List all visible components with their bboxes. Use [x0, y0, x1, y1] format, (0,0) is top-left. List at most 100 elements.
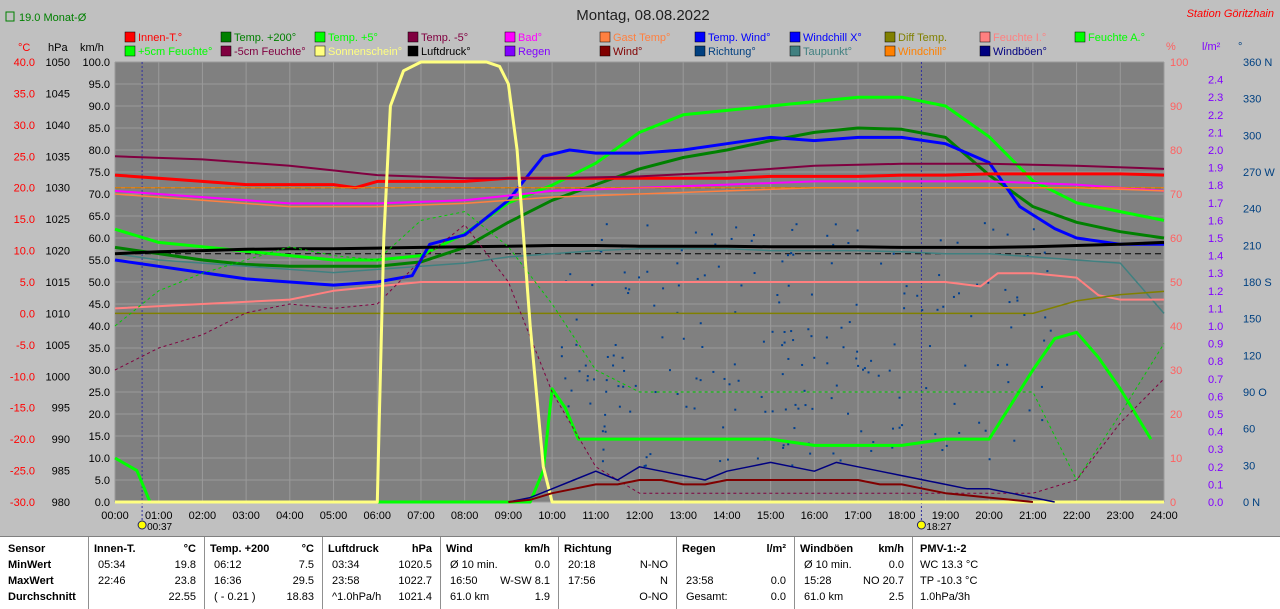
stats-luftdruck-value: 1021.4	[398, 591, 432, 603]
kmh-tick: 55.0	[89, 255, 110, 267]
legend-swatch	[694, 31, 706, 43]
direction-point	[787, 284, 790, 287]
direction-point	[880, 262, 883, 265]
direction-point	[604, 413, 607, 416]
hpa-tick: 995	[52, 403, 70, 415]
direction-point	[628, 288, 631, 291]
kmh-tick: 75.0	[89, 167, 110, 179]
stats-temp200-title: Temp. +200	[210, 543, 270, 555]
direction-point	[842, 346, 845, 349]
stats-richtung-value: N-NO	[639, 559, 668, 571]
stats-temp200: Temp. +200 °C 06:12 7.5 16:36 29.5 ( - 0.21 ) 1…	[204, 537, 323, 609]
direction-point	[734, 408, 737, 411]
stats-temp200-unit: °C	[301, 543, 314, 555]
pct-tick: 60	[1170, 233, 1182, 245]
time-tick: 24:00	[1150, 510, 1178, 522]
direction-point	[737, 379, 740, 382]
legend-label: +5cm Feuchte°	[138, 46, 212, 58]
unit-rain: l/m²	[1202, 41, 1221, 53]
legend: Innen-T.° Temp. +200° Temp. +5° Temp. -5° Ba…	[124, 31, 1145, 58]
stats-richtung: Richtung 20:18 N-NO 17:56 N O-NO	[558, 537, 677, 609]
direction-point	[856, 229, 859, 232]
hpa-tick: 990	[52, 434, 70, 446]
sun-time-label: 18:27	[926, 522, 951, 533]
direction-point	[646, 270, 649, 273]
legend-swatch	[694, 45, 706, 57]
direction-point	[857, 364, 860, 367]
direction-point	[714, 243, 717, 246]
direction-point	[855, 303, 858, 306]
temp-tick: 0.0	[20, 308, 35, 320]
legend-swatch	[1074, 31, 1086, 43]
legend-swatch	[407, 31, 419, 43]
series-taupunkt	[114, 247, 1165, 314]
direction-point	[984, 429, 987, 432]
stats-innen-value: 19.8	[174, 559, 196, 571]
direction-point	[699, 379, 702, 382]
direction-point	[617, 385, 620, 388]
legend-swatch	[979, 45, 991, 57]
stats-richtung-label: 17:56	[568, 575, 596, 587]
time-tick: 17:00	[844, 510, 872, 522]
legend-label: Wind°	[613, 46, 642, 58]
temp-tick: 5.0	[20, 277, 35, 289]
direction-point	[578, 370, 581, 373]
unit-percent: %	[1166, 41, 1176, 53]
stats-luftdruck-label: ^1.0hPa/h	[332, 591, 382, 603]
kmh-tick: 85.0	[89, 123, 110, 135]
direction-point	[921, 309, 924, 312]
direction-point	[903, 307, 906, 310]
direction-point	[750, 239, 753, 242]
direction-point	[813, 356, 816, 359]
series-feuchte-a	[114, 95, 1165, 262]
stats-wind-label: Ø 10 min.	[450, 559, 498, 571]
direction-point	[589, 402, 592, 405]
direction-point	[934, 433, 937, 436]
legend-swatch	[407, 45, 419, 57]
direction-point	[567, 405, 570, 408]
unit-hpa: hPa	[48, 42, 68, 54]
legend-swatch	[124, 31, 136, 43]
direction-point	[867, 371, 870, 374]
direction-point	[810, 293, 813, 296]
direction-point	[840, 326, 843, 329]
direction-point	[668, 369, 671, 372]
direction-point	[719, 460, 722, 463]
dir-tick: 300	[1243, 130, 1261, 142]
series-temp-5	[114, 155, 1165, 180]
direction-point	[784, 408, 787, 411]
stats-row-max: MaxWert	[8, 575, 54, 587]
direction-point	[560, 355, 563, 358]
direction-point	[601, 430, 604, 433]
legend-swatch	[884, 45, 896, 57]
series-diff-temp	[115, 290, 1165, 315]
direction-point	[614, 343, 617, 346]
direction-point	[996, 364, 999, 367]
direction-point	[600, 238, 603, 241]
legend-swatch	[789, 31, 801, 43]
stats-wind: Wind km/h Ø 10 min. 0.0 16:50 W-SW 8.1 61.0 km…	[440, 537, 559, 609]
unit-degree: °	[1238, 41, 1242, 53]
stats-windboen-label: 15:28	[804, 575, 832, 587]
series-sonnenschein	[115, 60, 1164, 504]
legend-label: Windböen°	[993, 46, 1047, 58]
stats-luftdruck-title: Luftdruck	[328, 543, 379, 555]
direction-point	[835, 384, 838, 387]
legend-label: Temp. -5°	[421, 32, 468, 44]
legend-swatch	[220, 31, 232, 43]
kmh-tick: 10.0	[89, 453, 110, 465]
direction-point	[901, 424, 904, 427]
pct-tick: 40	[1170, 321, 1182, 333]
direction-point	[826, 362, 829, 365]
direction-point	[790, 252, 793, 255]
stats-luftdruck-label: 23:58	[332, 575, 360, 587]
direction-point	[825, 336, 828, 339]
stats-row-min: MinWert	[8, 559, 52, 571]
series-5cm-feuchte	[114, 211, 1165, 481]
direction-point	[756, 457, 759, 460]
stats-regen-value: 0.0	[770, 591, 786, 603]
stats-richtung-title: Richtung	[564, 543, 612, 555]
direction-point	[752, 234, 755, 237]
direction-point	[734, 311, 737, 314]
hpa-tick: 985	[52, 466, 70, 478]
